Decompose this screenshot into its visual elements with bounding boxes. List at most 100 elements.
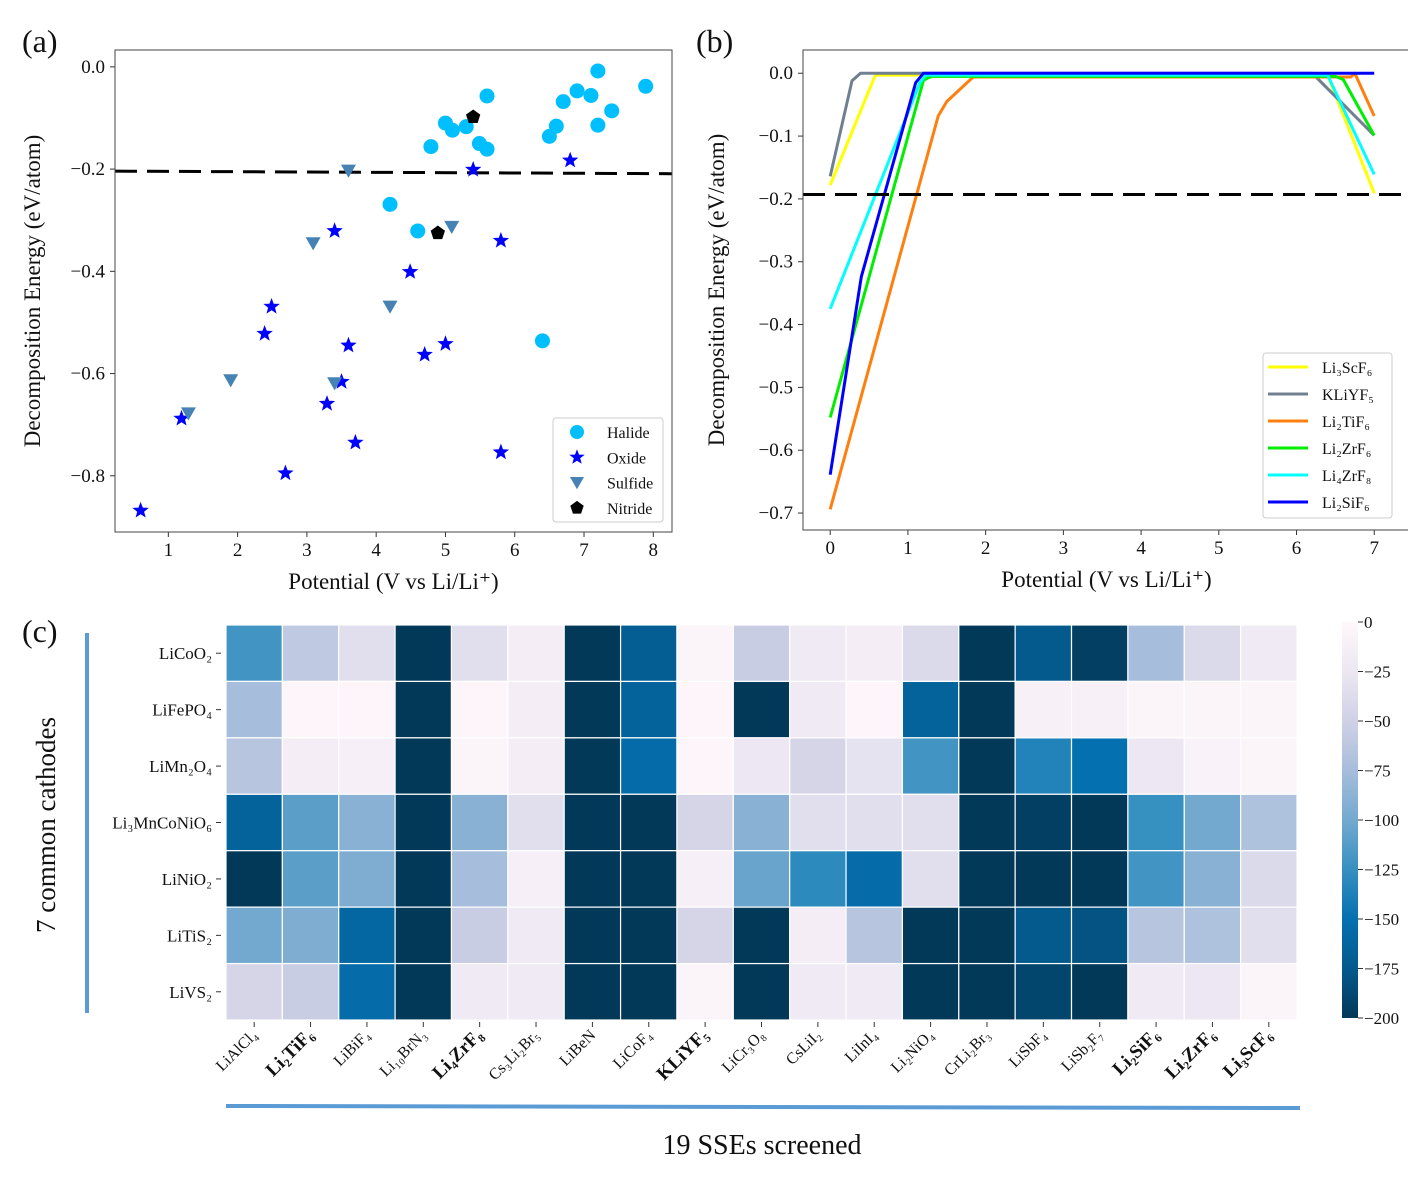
legend-label: Li₂TiF₆ xyxy=(1322,414,1370,431)
column-label: LiAlCl₄ xyxy=(213,1027,261,1075)
data-point-sulfide xyxy=(382,300,398,314)
heatmap-cell xyxy=(225,962,283,1021)
heatmap-cell xyxy=(1014,680,1073,739)
heatmap-cell xyxy=(958,680,1016,739)
data-point-halide xyxy=(479,88,495,104)
x-tick-label: 3 xyxy=(1059,538,1069,559)
heatmap-cell xyxy=(450,624,509,683)
x-tick-label: 7 xyxy=(579,540,589,561)
row-label: LiCoO₂ xyxy=(159,644,212,663)
y-tick-label: −0.1 xyxy=(759,126,793,147)
heatmap-cell xyxy=(1127,962,1185,1021)
heatmap-cell xyxy=(845,793,904,852)
data-point-oxide xyxy=(326,222,343,238)
heatmap-cell xyxy=(845,737,904,795)
data-point-oxide xyxy=(347,433,364,450)
heatmap-cell xyxy=(1240,906,1298,965)
heatmap-cell xyxy=(394,962,453,1021)
data-point-sulfide xyxy=(305,237,321,251)
heatmap-cell xyxy=(563,737,622,795)
panel-b: (b) 0 1 2 3 4 5 6 7 0.0 −0.1 −0.2 −0.3 −0.4 −0.5 −0.6 −0… xyxy=(696,23,1408,592)
legend: Li₃ScF₆ KLiYF₅ Li₂TiF₆ Li₂ZrF₆ Li₄ZrF₈ Li₂SiF… xyxy=(1262,352,1393,519)
y-tick-label: 0.0 xyxy=(81,57,105,78)
panel-label: (c) xyxy=(22,613,58,649)
data-point-halide xyxy=(590,117,606,133)
heatmap-cell xyxy=(507,962,565,1021)
colorbar-tick-label: −175 xyxy=(1364,960,1399,979)
threshold-line xyxy=(114,169,673,176)
heatmap-cell xyxy=(450,737,509,795)
data-point-oxide xyxy=(562,151,579,168)
data-point-halide xyxy=(555,94,571,110)
heatmap-cell xyxy=(676,906,734,965)
x-tick-label: 8 xyxy=(649,540,659,561)
heatmap-cell xyxy=(958,737,1016,795)
data-point-oxide xyxy=(333,373,350,389)
heatmap-cell xyxy=(789,737,847,795)
data-point-halide xyxy=(638,78,654,94)
heatmap-cell xyxy=(225,850,283,908)
data-point-halide xyxy=(590,63,606,79)
heatmap-cell xyxy=(507,680,565,739)
legend-marker-sulfide xyxy=(570,477,584,490)
column-label: Li₂NiO₄ xyxy=(888,1027,938,1077)
panel-a: (a) 1 2 3 4 5 6 7 8 0.0 −0.2 −0.4 −0.6 −0.8 Potential … xyxy=(20,23,673,594)
heatmap-cell xyxy=(789,680,847,739)
column-label: LiInI₄ xyxy=(842,1027,882,1067)
column-label: LiSbF₄ xyxy=(1006,1027,1051,1072)
heatmap-cell xyxy=(450,793,509,852)
heatmap-cell xyxy=(1070,906,1129,965)
panel-c: (c) LiCoO₂ LiFePO₄ LiMn₂O₄ Li₃MnCoNiO₆ LiNiO₂… xyxy=(22,613,1399,1161)
series-line xyxy=(828,71,1375,475)
x-tick-label: 2 xyxy=(233,540,243,561)
heatmap-cell xyxy=(845,906,904,965)
heatmap-cell xyxy=(619,624,678,683)
heatmap-cell xyxy=(1070,850,1129,908)
heatmap-cell xyxy=(225,624,283,683)
x-tick-label: 6 xyxy=(1292,538,1302,559)
heatmap-cell xyxy=(732,793,791,852)
legend: Halide Oxide Sulfide Nitride xyxy=(552,417,664,523)
x-tick-label: 5 xyxy=(1214,538,1224,559)
heatmap-cell xyxy=(1014,962,1073,1021)
heatmap-cell xyxy=(958,906,1016,965)
heatmap-cell xyxy=(1183,793,1242,852)
heatmap-cell xyxy=(281,793,340,852)
column-label: Li₄ZrF₈ xyxy=(428,1024,487,1083)
heatmap-cell xyxy=(789,906,847,965)
heatmap-cell xyxy=(901,680,960,739)
heatmap-cell xyxy=(901,624,960,683)
x-tick-label: 2 xyxy=(981,538,991,559)
heatmap-cell xyxy=(676,737,734,795)
heatmap-cell xyxy=(281,906,340,965)
heatmap-cell xyxy=(281,850,340,908)
heatmap-cell xyxy=(732,680,791,739)
legend-label: Nitride xyxy=(607,501,652,518)
heatmap-cell xyxy=(676,962,734,1021)
column-group-label: 19 SSEs screened xyxy=(662,1130,861,1161)
heatmap-cell xyxy=(507,850,565,908)
data-point-oxide xyxy=(416,346,433,362)
heatmap-cell xyxy=(1014,793,1073,852)
heatmap-cell xyxy=(1014,906,1073,965)
heatmap-cell xyxy=(1183,737,1242,795)
heatmap-cell xyxy=(1127,793,1185,852)
data-point-sulfide xyxy=(340,164,356,178)
legend-label: KLiYF₅ xyxy=(1322,387,1374,404)
heatmap-cell xyxy=(789,793,847,852)
heatmap-cell xyxy=(1183,680,1242,739)
heatmap-cell xyxy=(901,850,960,908)
data-point-sulfide xyxy=(223,374,239,388)
heatmap-cell xyxy=(958,962,1016,1021)
heatmap-cell xyxy=(901,737,960,795)
column-label: Li₂SiF₆ xyxy=(1109,1024,1164,1079)
heatmap-cell xyxy=(845,680,904,739)
y-tick-label: −0.2 xyxy=(71,159,105,180)
data-point-nitride xyxy=(466,109,481,123)
heatmap-cell xyxy=(958,793,1016,852)
heatmap-cell xyxy=(1070,680,1129,739)
heatmap-cell xyxy=(507,624,565,683)
heatmap-cell xyxy=(394,850,453,908)
plot-area xyxy=(114,63,673,518)
